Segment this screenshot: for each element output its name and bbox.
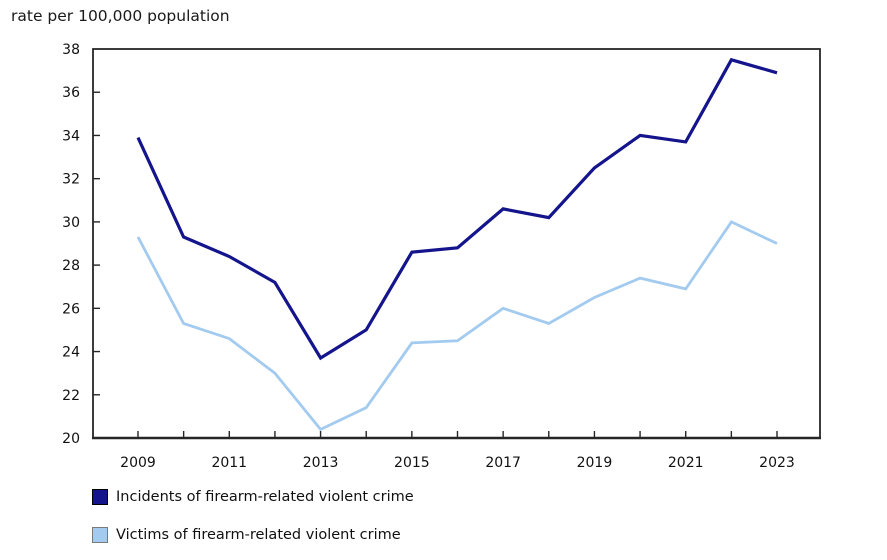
x-axis-tick-label: 2021 xyxy=(668,455,704,471)
legend-item-victims: Victims of firearm-related violent crime xyxy=(92,526,414,544)
y-axis-tick-label: 36 xyxy=(62,85,80,101)
legend-item-incidents: Incidents of firearm-related violent cri… xyxy=(92,488,414,506)
series-line-incidents xyxy=(136,57,778,361)
y-axis-tick-label: 30 xyxy=(62,215,80,231)
legend-swatch-incidents xyxy=(92,489,108,505)
y-axis-tick-label: 20 xyxy=(62,431,80,447)
y-axis-tick-label: 24 xyxy=(62,345,80,361)
line-chart: 20 22 24 26 28 30 32 34 36 38 2009 2011 2013 2015 2017… xyxy=(62,42,821,471)
y-axis-tick-label: 26 xyxy=(62,301,80,317)
y-axis-tick-label: 34 xyxy=(62,128,80,144)
y-axis-tick-label: 38 xyxy=(62,42,80,58)
x-axis-tick-label: 2015 xyxy=(394,455,430,471)
x-axis-tick-label: 2017 xyxy=(485,455,521,471)
x-axis-tick-label: 2009 xyxy=(120,455,156,471)
y-axis-tick-label: 22 xyxy=(62,388,80,404)
chart-title: rate per 100,000 population xyxy=(11,7,230,25)
legend-label-victims: Victims of firearm-related violent crime xyxy=(116,527,401,543)
legend-swatch-victims xyxy=(92,527,108,543)
y-axis-tick-label: 32 xyxy=(62,172,80,188)
series-line-victims xyxy=(136,220,778,432)
x-axis-tick-label: 2011 xyxy=(211,455,247,471)
x-axis-tick-label: 2023 xyxy=(759,455,795,471)
x-axis-tick-label: 2019 xyxy=(577,455,613,471)
chart-legend: Incidents of firearm-related violent cri… xyxy=(92,488,414,560)
x-axis-tick-label: 2013 xyxy=(303,455,339,471)
legend-label-incidents: Incidents of firearm-related violent cri… xyxy=(116,489,414,505)
y-axis-tick-label: 28 xyxy=(62,258,80,274)
